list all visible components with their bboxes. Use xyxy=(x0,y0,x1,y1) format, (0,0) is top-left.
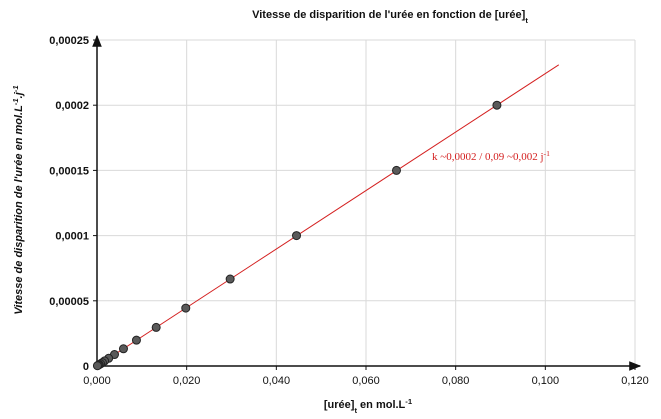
y-tick-label: 0,00015 xyxy=(49,165,89,177)
y-tick-label: 0,00025 xyxy=(49,35,89,47)
data-point xyxy=(292,231,302,241)
data-point xyxy=(492,100,502,110)
data-point xyxy=(118,344,128,354)
annotation-part: -1 xyxy=(544,149,551,158)
chart-title: Vitesse de disparition de l'urée en fonc… xyxy=(252,9,528,25)
x-axis-label-part: en mol.L xyxy=(357,399,406,411)
y-axis-label: Vitesse de disparition de l'urée en mol.… xyxy=(11,85,26,314)
data-point xyxy=(92,361,102,371)
x-axis-label-part: -1 xyxy=(405,397,413,406)
annotation-part: k ~0,0002 / 0,09 ~0,002 j xyxy=(432,151,544,163)
data-point xyxy=(391,165,401,175)
chart-title-part: Vitesse de disparition de l'urée en fonc… xyxy=(252,9,526,21)
x-tick-label: 0,100 xyxy=(532,375,560,387)
x-axis-label-part: [urée] xyxy=(324,399,355,411)
trendline xyxy=(96,64,560,367)
grid xyxy=(96,39,636,367)
x-axis-label-part: t xyxy=(354,406,357,415)
y-axis-label-part: -1 xyxy=(11,98,20,105)
y-axis-label-part: Vitesse de disparition de l'urée en mol.… xyxy=(13,105,25,315)
x-tick-label: 0,020 xyxy=(173,375,201,387)
x-tick-label: 0,060 xyxy=(352,375,380,387)
x-tick-label: 0,000 xyxy=(83,375,111,387)
chart-title-part: t xyxy=(525,16,528,25)
y-tick-label: 0,0001 xyxy=(55,231,89,243)
x-tick-label: 0,080 xyxy=(442,375,470,387)
data-point xyxy=(225,274,235,284)
x-tick-label: 0,040 xyxy=(263,375,291,387)
y-axis-label-part: .j xyxy=(13,91,25,98)
y-tick-label: 0,00005 xyxy=(49,296,89,308)
y-axis-label-part: -1 xyxy=(11,85,20,92)
y-tick-label: 0 xyxy=(83,361,89,373)
x-axis-label: [urée]t en mol.L-1 xyxy=(324,397,413,415)
annotation: k ~0,0002 / 0,09 ~0,002 j-1 xyxy=(432,149,550,164)
data-point xyxy=(131,335,141,345)
y-tick-label: 0,0002 xyxy=(55,100,89,112)
data-point xyxy=(151,322,161,332)
data-point xyxy=(181,303,191,313)
x-tick-label: 0,120 xyxy=(621,375,649,387)
